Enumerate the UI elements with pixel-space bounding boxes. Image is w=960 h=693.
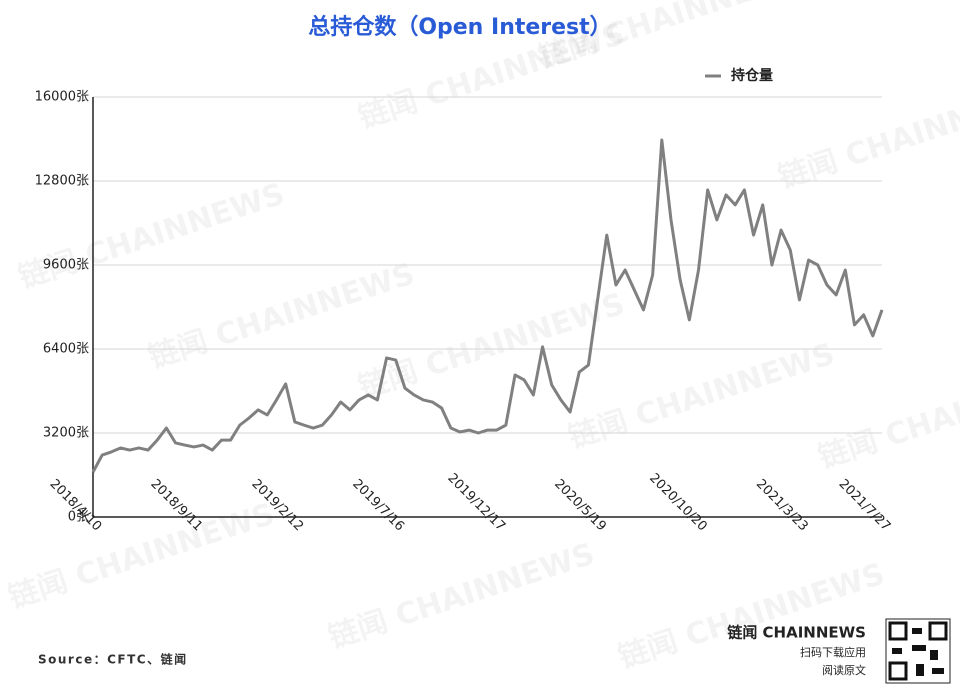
chart-title: 总持仓数（Open Interest） xyxy=(308,14,611,40)
watermark: 链闻 CHAINNEWS xyxy=(4,497,279,616)
x-tick-label: 2020/10/20 xyxy=(646,471,710,535)
x-tick-label: 2019/12/17 xyxy=(444,471,508,535)
qr-code xyxy=(885,618,951,684)
brand: 链闻 CHAINNEWS xyxy=(727,624,866,642)
watermark: 链闻 CHAINNEWS xyxy=(564,337,839,456)
cta-download: 扫码下载应用 xyxy=(800,645,866,659)
data-line xyxy=(91,138,884,473)
y-tick-label: 9600张 xyxy=(43,258,89,273)
watermark: 链闻 CHAINNEWS xyxy=(774,77,960,196)
legend-label: 持仓量 xyxy=(731,67,773,84)
y-tick-label: 6400张 xyxy=(43,342,89,357)
x-tick-label: 2021/7/27 xyxy=(836,477,894,535)
y-tick-label: 3200张 xyxy=(43,426,89,441)
watermark: 链闻 CHAINNEWS xyxy=(814,357,960,476)
x-tick-label: 2019/7/16 xyxy=(349,477,407,535)
watermark: 链闻 CHAINNEWS xyxy=(144,257,419,376)
x-tick-label: 2018/4/10 xyxy=(47,477,105,535)
x-tick-label: 2021/3/23 xyxy=(753,477,811,535)
y-tick-label: 0张 xyxy=(68,510,89,525)
watermark: 链闻 CHAINNEWS xyxy=(324,537,599,656)
cta-read: 阅读原文 xyxy=(822,663,866,677)
x-tick-label: 2020/5/19 xyxy=(551,477,609,535)
watermark: 链闻 CHAINNEWS xyxy=(14,177,289,296)
watermarks: 链闻 CHAINNEWS链闻 CHAINNEWS链闻 CHAINNEWS链闻 C… xyxy=(4,0,960,676)
watermark: 链闻 CHAINNEWS xyxy=(354,287,629,406)
source: Source：CFTC、链闻 xyxy=(38,652,188,667)
y-tick-label: 12800张 xyxy=(35,174,89,189)
y-tick-label: 16000张 xyxy=(35,90,89,105)
